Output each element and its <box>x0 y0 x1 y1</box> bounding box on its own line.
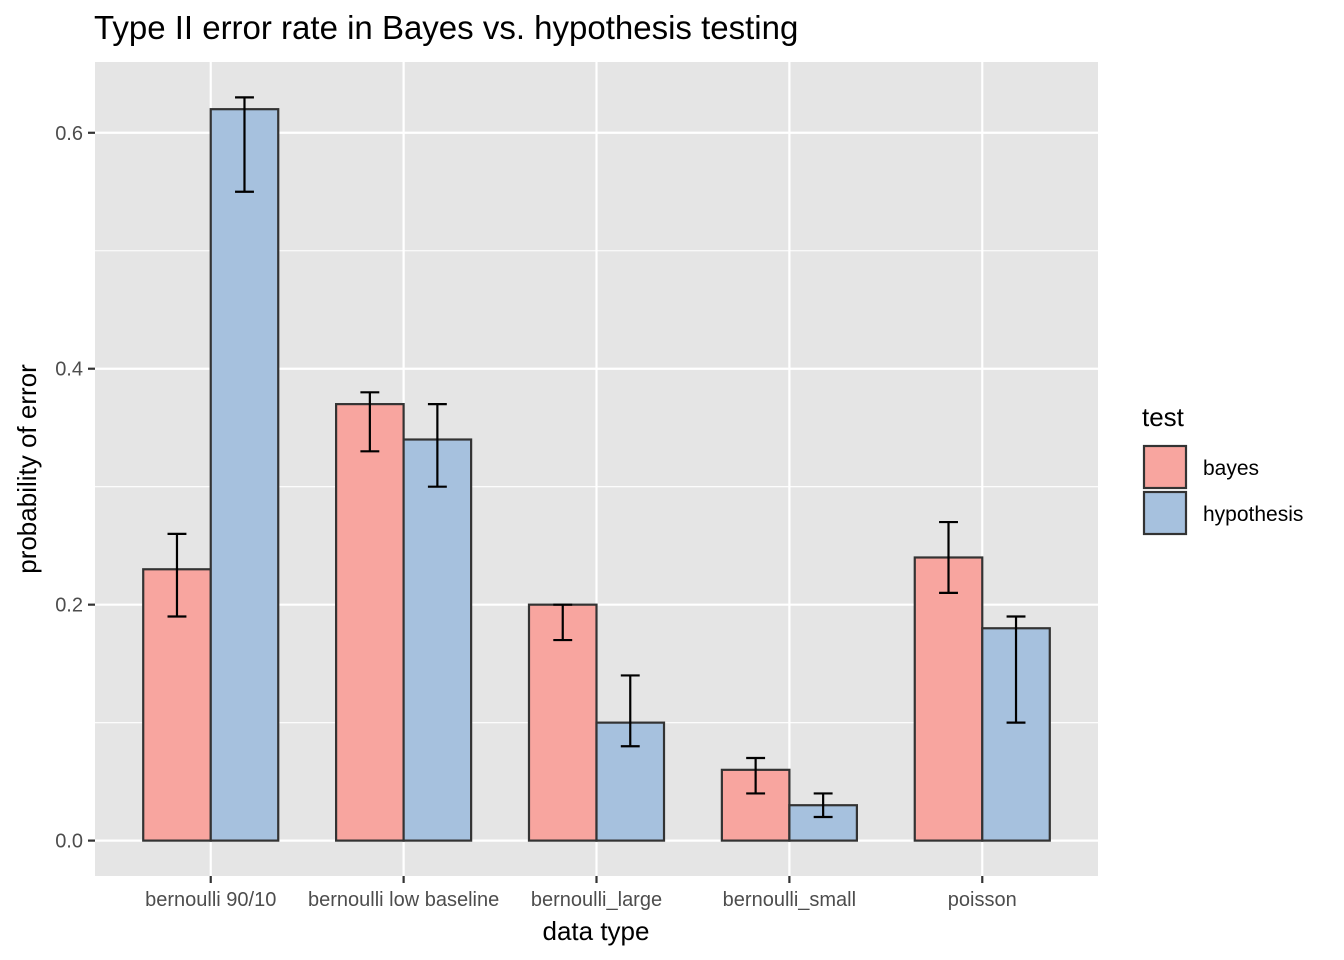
error-bar-bayes <box>167 532 187 618</box>
x-axis-title: data type <box>543 916 650 946</box>
x-tick-label: bernoulli_large <box>531 889 662 911</box>
y-tick-label: 0.2 <box>55 595 83 617</box>
error-bar-bayes <box>746 756 766 795</box>
x-tick-label: poisson <box>948 889 1017 911</box>
legend-label-bayes: bayes <box>1203 457 1259 480</box>
error-bar-bayes <box>939 520 958 594</box>
bar-bayes <box>335 403 405 842</box>
bar-bayes <box>913 556 984 842</box>
x-tick-label: bernoulli 90/10 <box>145 889 276 911</box>
bars <box>142 108 1051 842</box>
error-bar-hypothesis <box>813 792 833 819</box>
error-bar-hypothesis <box>235 96 254 193</box>
x-tick-label: bernoulli_small <box>723 889 856 911</box>
error-bars <box>167 96 1026 819</box>
x-tick-label: bernoulli low baseline <box>308 889 499 911</box>
legend-title: test <box>1142 402 1185 432</box>
bar-hypothesis <box>402 438 473 842</box>
legend-key-hypothesis <box>1142 490 1188 536</box>
y-tick-label: 0.4 <box>55 359 83 381</box>
legend-key-bayes <box>1142 444 1188 490</box>
legend: test bayes hypothesis <box>1142 402 1303 536</box>
x-axis: bernoulli 90/10 bernoulli low baseline ber… <box>145 876 1017 911</box>
y-axis: 0.0 0.2 0.4 0.6 <box>55 123 95 853</box>
bar-hypothesis <box>981 627 1051 842</box>
bar-hypothesis <box>209 108 280 842</box>
error-bar-bayes <box>553 603 573 642</box>
bar-bayes <box>527 603 598 842</box>
error-bar-hypothesis <box>620 674 640 748</box>
y-tick-label: 0.6 <box>55 123 83 145</box>
error-bar-bayes <box>360 391 380 453</box>
y-axis-title: probability of error <box>12 364 42 574</box>
chart-title: Type II error rate in Bayes vs. hypothes… <box>94 9 798 46</box>
y-tick-label: 0.0 <box>55 831 83 853</box>
error-bar-hypothesis <box>1006 615 1026 724</box>
error-bar-hypothesis <box>427 403 447 488</box>
legend-label-hypothesis: hypothesis <box>1203 503 1303 526</box>
